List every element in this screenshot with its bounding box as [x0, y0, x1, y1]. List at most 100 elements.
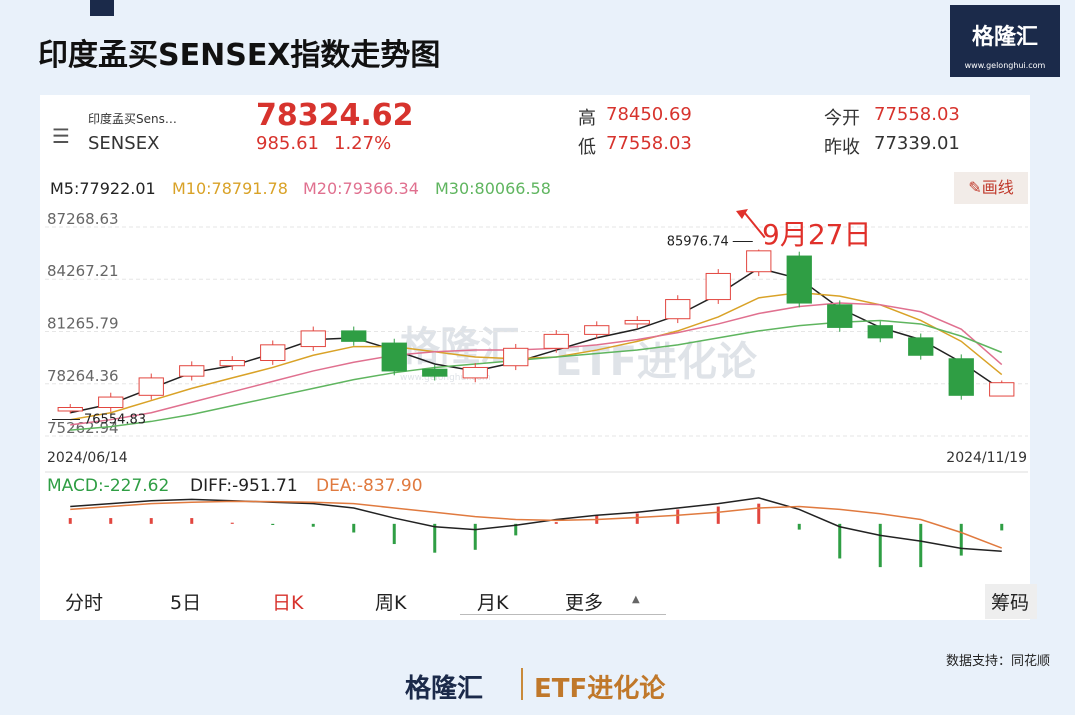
y-tick-label: 78264.36 [47, 367, 119, 385]
ma-line [70, 302, 1003, 426]
candle-body [503, 347, 529, 367]
candle-body [705, 272, 731, 301]
x-tick-label: 2024/11/19 [946, 450, 1027, 466]
draw-button[interactable]: ✎画线 [954, 172, 1028, 204]
legend-entry: DIFF:-951.71 [190, 476, 298, 496]
candle-body [543, 333, 569, 349]
open: 77558.03 [874, 104, 960, 125]
more-caret[interactable]: ▲ [632, 594, 640, 605]
low-annotation: 76554.83 [84, 413, 146, 428]
legend-entry: M20:79366.34 [303, 179, 419, 198]
y-tick-label: 81265.79 [47, 314, 119, 332]
candle-body [341, 330, 367, 342]
macd-bar [757, 503, 761, 524]
tab[interactable]: 月K [477, 592, 509, 614]
legend-entry: DEA:-837.90 [316, 476, 423, 496]
candle-body [624, 319, 650, 325]
ma-line [70, 267, 1003, 414]
prev-close: 77339.01 [874, 133, 960, 154]
macd-bar [554, 522, 558, 524]
y-tick-label: 87268.63 [47, 210, 119, 228]
tab[interactable]: 5日 [170, 592, 202, 614]
date-arrow-head [736, 209, 748, 219]
logo-name: 格隆汇 [971, 25, 1038, 50]
tab-bar: 分时 5日 日K 周K 月K 更多 筹码 ▲ [40, 582, 1037, 620]
y-tick-label: 84267.21 [47, 262, 119, 280]
price: 78324.62 [256, 98, 414, 133]
macd-bar [230, 522, 234, 524]
macd-bar [959, 523, 963, 556]
macd-bar [1000, 523, 1004, 531]
legend-entry: MACD:-227.62 [47, 476, 169, 496]
footer-name: ETF进化论 [534, 674, 666, 704]
macd-bar [68, 518, 72, 524]
legend-entry: M30:80066.58 [435, 179, 551, 198]
corner-block [90, 0, 114, 16]
footer-brand: 格隆汇 [405, 674, 484, 704]
short-name: 印度孟买Sens… [88, 112, 177, 126]
candle-body [57, 407, 83, 412]
low: 77558.03 [606, 133, 692, 154]
macd-line [70, 500, 1003, 549]
tab[interactable]: 更多 [565, 592, 604, 614]
code: SENSEX [88, 133, 160, 154]
macd-bar [797, 523, 801, 530]
menu-icon[interactable]: ☰ [52, 124, 70, 148]
candle-body [98, 396, 124, 409]
legend-entry: M10:78791.78 [172, 179, 288, 198]
open-label: 今开 [824, 108, 860, 129]
page-title: 印度孟买SENSEX指数走势图 [38, 38, 441, 73]
legend-entry: M5:77922.01 [50, 179, 156, 198]
ma-line [70, 291, 1003, 421]
macd-bar [676, 509, 680, 524]
x-tick-label: 2024/06/14 [47, 450, 128, 466]
macd-bar [716, 506, 720, 524]
change-pct: 1.27% [334, 133, 392, 154]
high: 78450.69 [606, 104, 692, 125]
macd-bar [838, 523, 842, 559]
macd-bar [311, 523, 315, 527]
macd-bar [919, 523, 923, 568]
macd-bar [392, 523, 396, 545]
logo-url: www.gelonghui.com [964, 61, 1046, 70]
candle-body [665, 299, 691, 320]
macd-bar [635, 513, 639, 524]
source: 数据支持：同花顺 [946, 654, 1051, 669]
candle-body [219, 359, 245, 367]
prev-close-label: 昨收 [824, 137, 860, 158]
candle-body [867, 325, 893, 339]
macd-bar [352, 523, 356, 533]
tab[interactable]: 筹码 [985, 584, 1037, 619]
candle-body [948, 358, 974, 396]
macd-bar [149, 518, 153, 524]
candle-body [138, 377, 164, 396]
change: 985.61 [256, 133, 319, 154]
high-annotation: 85976.74 [667, 234, 729, 249]
candle-body [381, 342, 407, 372]
tab[interactable]: 日K [272, 592, 304, 614]
candle-body [422, 368, 448, 377]
date-annotation: 9月27日 [762, 218, 871, 251]
low-label: 低 [578, 137, 596, 158]
macd-bar [271, 523, 275, 525]
high-label: 高 [578, 108, 596, 129]
draw-button-label: 画线 [981, 178, 1014, 197]
macd-bar [473, 523, 477, 550]
tab[interactable]: 周K [375, 592, 407, 614]
candle-body [827, 304, 853, 328]
macd-bar [514, 523, 518, 536]
macd-bar [433, 523, 437, 553]
logo: 格隆汇 www.gelonghui.com [950, 5, 1060, 77]
candle-body [462, 366, 488, 379]
ma-line [70, 319, 1003, 431]
watermark-url: www.gelonghui.com [400, 373, 491, 383]
tab[interactable]: 分时 [65, 592, 104, 614]
y-tick-label: 75262.94 [47, 419, 119, 437]
candle-body [746, 250, 772, 273]
tab-underline [460, 614, 666, 615]
candle-body [260, 344, 286, 361]
date-arrow [743, 211, 766, 239]
watermark-brand: 格隆汇 [400, 324, 520, 370]
